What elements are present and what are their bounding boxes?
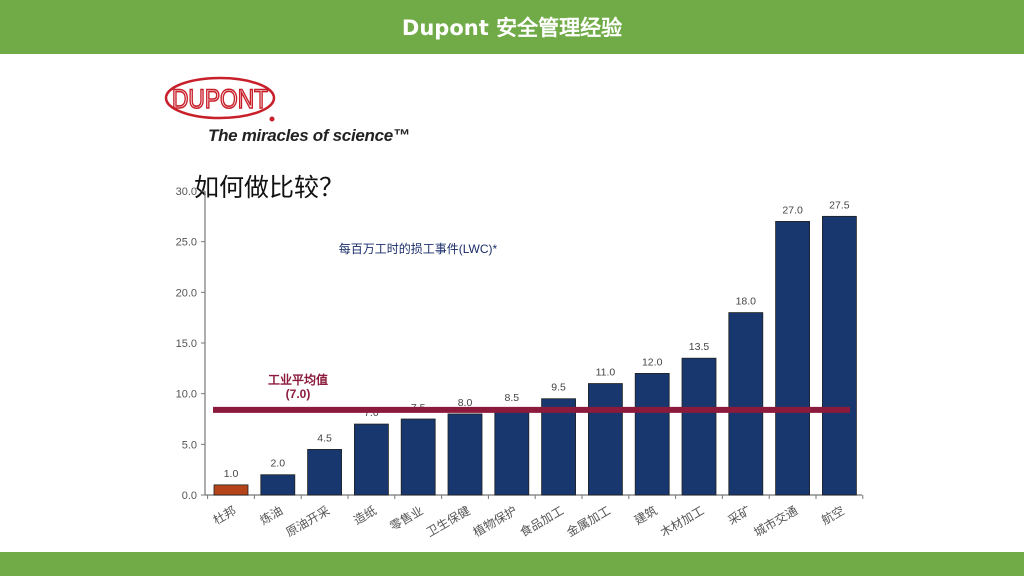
- x-tick-label: 植物保护: [470, 503, 519, 540]
- y-tick-label: 5.0: [182, 439, 197, 451]
- data-label: 18.0: [736, 296, 757, 308]
- bar: [494, 408, 530, 496]
- data-label: 13.5: [689, 341, 710, 353]
- bar: [634, 372, 670, 496]
- bar: [213, 484, 249, 496]
- svg-text:DUPONT: DUPONT: [172, 84, 268, 114]
- average-value-label: (7.0): [286, 387, 311, 401]
- y-tick-label: 30.0: [176, 186, 197, 198]
- x-tick-label: 食品加工: [517, 503, 566, 540]
- data-label: 12.0: [642, 356, 663, 368]
- data-label: 9.5: [551, 382, 566, 394]
- data-label: 1.0: [224, 468, 239, 480]
- x-tick-label: 杜邦: [210, 503, 238, 528]
- bar: [353, 423, 389, 496]
- x-tick-label: 木材加工: [658, 503, 707, 539]
- data-label: 8.0: [458, 397, 473, 409]
- bar: [588, 383, 623, 496]
- x-tick-label: 航空: [819, 503, 847, 528]
- x-tick-label: 造纸: [351, 503, 379, 527]
- y-tick-label: 20.0: [176, 287, 197, 299]
- x-tick-label: 建筑: [631, 503, 659, 528]
- bar: [541, 398, 576, 496]
- bar: [400, 418, 436, 496]
- header-title: Dupont 安全管理经验: [401, 16, 623, 40]
- bar: [822, 215, 857, 496]
- bar: [307, 448, 343, 496]
- data-label: 4.5: [317, 432, 332, 444]
- x-tick-label: 采矿: [726, 503, 754, 527]
- x-tick-label: 零售业: [387, 503, 426, 534]
- bar: [681, 357, 717, 496]
- data-label: 2.0: [270, 458, 285, 470]
- slide-question: 如何做比较？: [194, 173, 345, 202]
- x-tick-label: 城市交通: [751, 503, 800, 540]
- x-tick-label: 卫生保健: [424, 503, 473, 539]
- data-label: 11.0: [596, 367, 616, 379]
- bar: [728, 312, 764, 496]
- dupont-logo: DUPONT: [164, 76, 276, 122]
- y-tick-label: 0.0: [182, 490, 197, 502]
- bar: [447, 413, 483, 496]
- x-tick-label: 原油开采: [284, 503, 333, 539]
- bar: [775, 220, 810, 496]
- slide-header: Dupont 安全管理经验: [0, 0, 1024, 54]
- x-tick-label: 金属加工: [564, 503, 613, 540]
- data-label: 8.5: [504, 392, 519, 404]
- data-label: 27.0: [782, 204, 803, 216]
- logo-tagline: The miracles of science™: [208, 126, 410, 145]
- y-tick-label: 25.0: [176, 237, 197, 249]
- chart-title: 每百万工时的损工事件(LWC)*: [339, 241, 498, 256]
- y-tick-label: 15.0: [176, 338, 197, 350]
- x-tick-label: 炼油: [257, 503, 285, 528]
- average-label: 工业平均值: [268, 372, 328, 387]
- y-tick-label: 10.0: [176, 389, 197, 401]
- bar: [260, 474, 296, 496]
- data-label: 27.5: [829, 199, 850, 211]
- slide-footer: [0, 552, 1024, 576]
